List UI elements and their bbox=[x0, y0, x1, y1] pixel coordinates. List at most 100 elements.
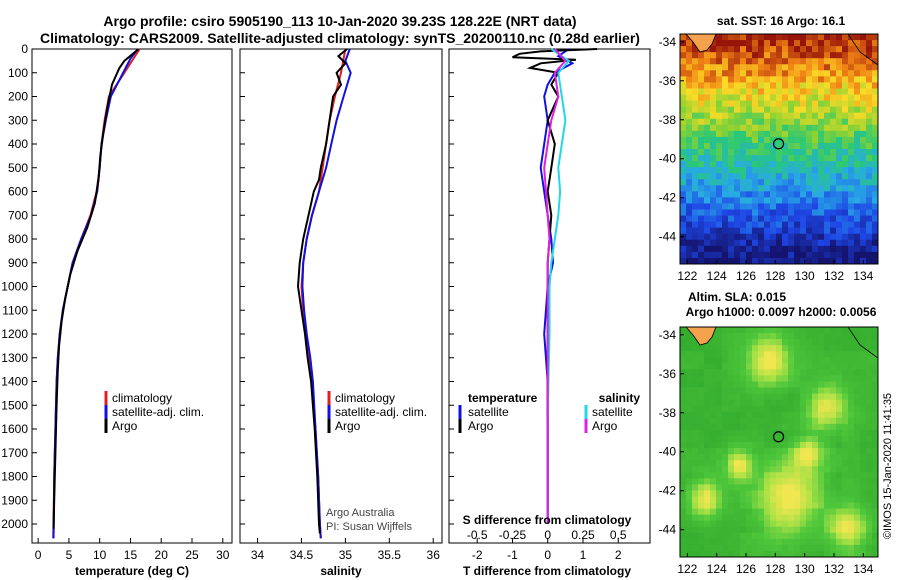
map-cell bbox=[758, 118, 765, 126]
map-cell bbox=[842, 179, 849, 186]
map-cell bbox=[698, 76, 705, 83]
map-cell bbox=[680, 161, 687, 168]
map-cell bbox=[698, 460, 705, 467]
map-cell bbox=[818, 173, 825, 180]
legend-title-temperature: temperature bbox=[468, 391, 538, 405]
map-cell bbox=[758, 532, 765, 540]
map-cell bbox=[854, 526, 861, 534]
map-cell bbox=[788, 405, 795, 413]
map-cell bbox=[782, 472, 789, 479]
difference-panel: -2 -1 0 1 2 temperature satellite Argo salin… bbox=[448, 48, 651, 578]
map-cell bbox=[788, 112, 795, 120]
map-cell bbox=[830, 435, 837, 443]
map-cell bbox=[728, 239, 735, 247]
map-cell bbox=[800, 82, 807, 89]
map-cell bbox=[728, 221, 735, 229]
map-cell bbox=[782, 118, 789, 126]
map-cell bbox=[800, 357, 807, 364]
map-cell bbox=[728, 124, 735, 132]
map-cell bbox=[848, 520, 855, 528]
map-cell bbox=[722, 472, 729, 479]
map-cell bbox=[722, 393, 729, 401]
map-cell bbox=[788, 484, 795, 491]
map-cell bbox=[704, 550, 711, 558]
map-cell bbox=[728, 550, 735, 558]
map-cell bbox=[872, 478, 879, 485]
map-cell bbox=[686, 357, 693, 364]
map-cell bbox=[782, 173, 789, 180]
map-cell bbox=[788, 221, 795, 229]
map-cell bbox=[848, 40, 855, 47]
map-cell bbox=[836, 508, 843, 516]
map-cell bbox=[734, 381, 741, 388]
map-cell bbox=[812, 526, 819, 534]
map-cell bbox=[812, 155, 819, 162]
sla-map-subtitle: Argo h1000: 0.0097 h2000: 0.0056 bbox=[686, 305, 877, 319]
map-cell bbox=[746, 142, 753, 150]
legend-label-sal-satellite: satellite bbox=[592, 405, 633, 419]
map-cell bbox=[788, 233, 795, 241]
map-cell bbox=[716, 387, 723, 394]
map-cell bbox=[770, 257, 777, 265]
map-cell bbox=[824, 161, 831, 168]
map-cell bbox=[860, 136, 867, 144]
map-cell bbox=[692, 209, 699, 216]
map-cell bbox=[692, 100, 699, 108]
map-cell bbox=[812, 550, 819, 558]
map-cell bbox=[686, 88, 693, 95]
map-cell bbox=[746, 429, 753, 437]
map-cell bbox=[842, 508, 849, 516]
map-cell bbox=[692, 76, 699, 83]
map-cell bbox=[722, 369, 729, 376]
map-cell bbox=[800, 502, 807, 509]
map-cell bbox=[698, 484, 705, 491]
map-cell bbox=[692, 454, 699, 461]
map-cell bbox=[866, 106, 873, 114]
map-cell bbox=[770, 502, 777, 509]
map-cell bbox=[722, 460, 729, 467]
map-cell bbox=[854, 76, 861, 83]
map-cell bbox=[782, 363, 789, 370]
map-cell bbox=[788, 496, 795, 503]
map-cell bbox=[692, 221, 699, 229]
map-cell bbox=[830, 460, 837, 467]
map-cell bbox=[800, 514, 807, 522]
map-cell bbox=[734, 209, 741, 216]
map-cell bbox=[704, 106, 711, 114]
map-cell bbox=[722, 179, 729, 186]
map-cell bbox=[872, 70, 879, 77]
y-tick-label: 700 bbox=[8, 208, 28, 222]
map-cell bbox=[860, 448, 867, 455]
map-cell bbox=[698, 124, 705, 132]
map-cell bbox=[740, 161, 747, 168]
map-cell bbox=[842, 209, 849, 216]
map-cell bbox=[794, 490, 801, 497]
map-cell bbox=[746, 94, 753, 101]
map-cell bbox=[734, 351, 741, 358]
map-cell bbox=[752, 64, 759, 71]
map-cell bbox=[794, 118, 801, 126]
map-cell bbox=[764, 363, 771, 370]
map-cell bbox=[716, 34, 723, 41]
map-cell bbox=[872, 245, 879, 253]
map-cell bbox=[848, 130, 855, 138]
map-cell bbox=[782, 112, 789, 120]
map-cell bbox=[680, 167, 687, 174]
map-cell bbox=[812, 369, 819, 376]
map-cell bbox=[866, 100, 873, 108]
map-cell bbox=[842, 442, 849, 449]
map-cell bbox=[686, 58, 693, 65]
map-cell bbox=[704, 155, 711, 162]
map-cell bbox=[782, 82, 789, 89]
map-cell bbox=[860, 70, 867, 77]
map-cell bbox=[830, 130, 837, 138]
map-cell bbox=[746, 466, 753, 473]
map-cell bbox=[740, 357, 747, 364]
map-cell bbox=[746, 327, 753, 334]
map-cell bbox=[818, 502, 825, 509]
map-cell bbox=[710, 399, 717, 407]
map-cell bbox=[740, 544, 747, 552]
map-cell bbox=[752, 351, 759, 358]
map-cell bbox=[686, 514, 693, 522]
map-cell bbox=[728, 363, 735, 370]
